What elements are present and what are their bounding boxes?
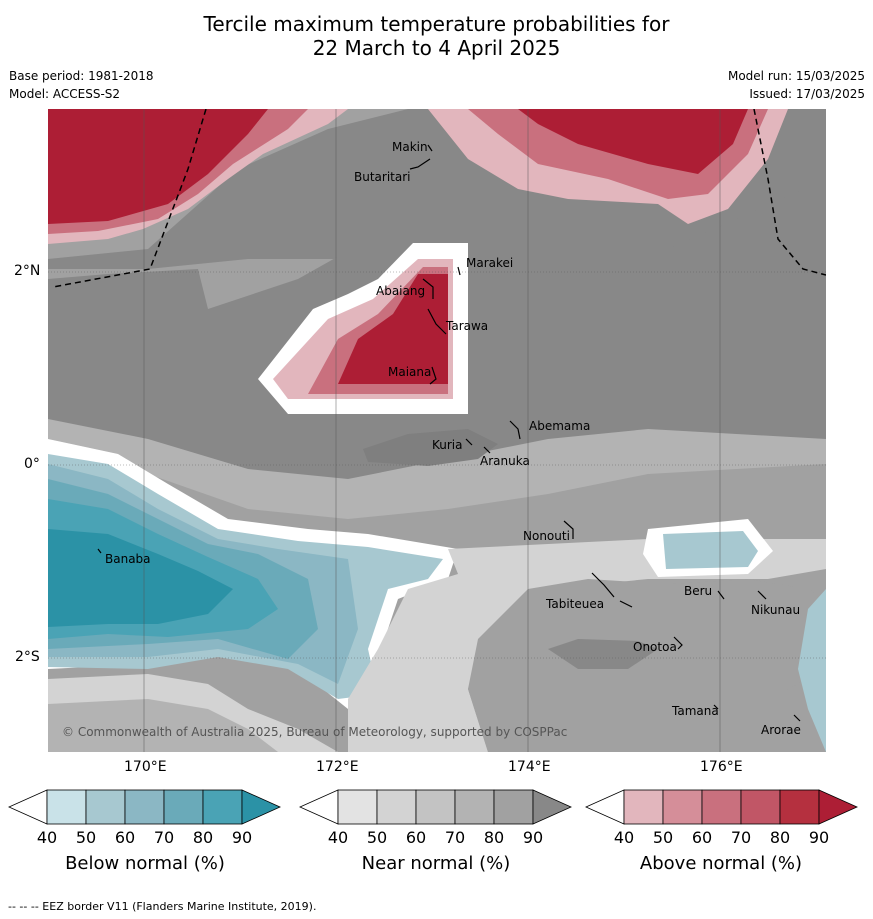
copyright: © Commonwealth of Australia 2025, Bureau… — [62, 725, 567, 739]
lat-label-2n: 2°N — [14, 263, 41, 279]
place-abemama: Abemama — [529, 419, 590, 433]
colorbar-cell — [623, 789, 664, 825]
place-marakei: Marakei — [466, 256, 513, 270]
colorbar-tick-label: 60 — [405, 828, 427, 847]
colorbar-cell — [163, 789, 204, 825]
colorbar-below-label: Below normal (%) — [65, 853, 225, 874]
colorbar-cell — [46, 789, 87, 825]
eez-borders — [52, 109, 826, 288]
lon-label-176e: 176°E — [700, 759, 743, 775]
place-maiana: Maiana — [388, 365, 431, 379]
colorbar-tick-label: 50 — [75, 828, 97, 847]
near-normal-lower-patch — [548, 639, 658, 669]
colorbar-extend-high — [241, 789, 281, 825]
map-title-line2: 22 March to 4 April 2025 — [312, 36, 561, 60]
colorbar-tick-label: 50 — [366, 828, 388, 847]
place-tabiteuea: Tabiteuea — [545, 597, 604, 611]
colorbar-below — [8, 789, 281, 825]
place-beru: Beru — [684, 584, 712, 598]
colorbar-cell — [415, 789, 456, 825]
place-onotoa: Onotoa — [633, 640, 677, 654]
grid — [48, 109, 826, 752]
lat-label-2s: 2°S — [15, 649, 40, 665]
colorbar-near-label: Near normal (%) — [361, 853, 511, 874]
place-banaba: Banaba — [105, 552, 151, 566]
base-period: Base period: 1981-2018 — [9, 69, 154, 83]
map-title-line1: Tercile maximum temperature probabilitie… — [203, 12, 670, 36]
colorbar-extend-low — [8, 789, 48, 825]
colorbar-tick-label: 40 — [613, 828, 635, 847]
colorbar-above-label: Above normal (%) — [639, 853, 803, 874]
colorbar-extend-low — [585, 789, 625, 825]
colorbar-cell — [85, 789, 126, 825]
above-normal-top-left-core — [48, 109, 268, 224]
lat-label-0: 0° — [24, 456, 40, 472]
below-normal-90 — [48, 529, 233, 627]
colorbar-tick-label: 70 — [153, 828, 175, 847]
island-shapes — [97, 144, 801, 722]
near-normal-lower-dark — [468, 579, 826, 752]
colorbar-tick-label: 40 — [327, 828, 349, 847]
colorbar-cell — [701, 789, 742, 825]
place-tamana: Tamana — [671, 704, 719, 718]
near-normal-bottom-strip-2 — [48, 699, 278, 752]
place-abaiang: Abaiang — [376, 284, 425, 298]
colorbar-tick-label: 90 — [231, 828, 253, 847]
place-kuria: Kuria — [432, 438, 463, 452]
colorbar-tick-label: 40 — [36, 828, 58, 847]
colorbar-extend-high — [532, 789, 572, 825]
near-normal-dark-patch — [363, 429, 498, 466]
near-normal-band-middle — [48, 419, 826, 519]
colorbar-cell — [454, 789, 495, 825]
colorbar-tick-label: 90 — [808, 828, 830, 847]
colorbar-cell — [337, 789, 378, 825]
colorbar-below-cells — [8, 789, 281, 825]
above-normal-top-right-core — [518, 109, 748, 174]
colorbar-tick-label: 60 — [114, 828, 136, 847]
colorbar-cell — [740, 789, 781, 825]
model-run: Model run: 15/03/2025 — [727, 69, 865, 83]
probability-map: Makin Butaritari Marakei Abaiang Tarawa … — [48, 109, 826, 752]
colorbar-tick-label: 90 — [522, 828, 544, 847]
colorbar-near — [299, 789, 572, 825]
colorbar-above — [585, 789, 858, 825]
above-normal-tarawa-core — [338, 274, 448, 384]
colorbar-near-cells — [299, 789, 572, 825]
below-normal-right-patch — [663, 531, 758, 569]
colorbar-tick-label: 70 — [444, 828, 466, 847]
colorbar-tick-label: 80 — [769, 828, 791, 847]
model-name: Model: ACCESS-S2 — [9, 87, 121, 101]
eez-footnote: -- -- -- EEZ border V11 (Flanders Marine… — [8, 900, 317, 913]
colorbar-cell — [124, 789, 165, 825]
colorbar-extend-high — [818, 789, 858, 825]
colorbar-cell — [202, 789, 243, 825]
lon-label-174e: 174°E — [508, 759, 551, 775]
colorbar-extend-low — [299, 789, 339, 825]
place-nonouti: Nonouti — [523, 529, 570, 543]
colorbar-cell — [662, 789, 703, 825]
below-normal-bottom-right — [798, 589, 826, 752]
colorbar-above-cells — [585, 789, 858, 825]
colorbar-cell — [493, 789, 534, 825]
place-butaritari: Butaritari — [354, 170, 411, 184]
colorbar-tick-label: 80 — [192, 828, 214, 847]
place-tarawa: Tarawa — [445, 319, 488, 333]
place-arorae: Arorae — [761, 723, 801, 737]
colorbar-tick-label: 50 — [652, 828, 674, 847]
place-nikunau: Nikunau — [751, 603, 800, 617]
colorbar-cell — [779, 789, 820, 825]
colorbar-tick-label: 60 — [691, 828, 713, 847]
lon-label-170e: 170°E — [124, 759, 167, 775]
place-makin: Makin — [392, 140, 428, 154]
colorbar-tick-label: 80 — [483, 828, 505, 847]
issued-date: Issued: 17/03/2025 — [749, 87, 865, 101]
colorbar-tick-label: 70 — [730, 828, 752, 847]
lon-label-172e: 172°E — [316, 759, 359, 775]
near-normal-lower-light — [348, 539, 826, 752]
colorbar-cell — [376, 789, 417, 825]
place-aranuka: Aranuka — [480, 454, 530, 468]
